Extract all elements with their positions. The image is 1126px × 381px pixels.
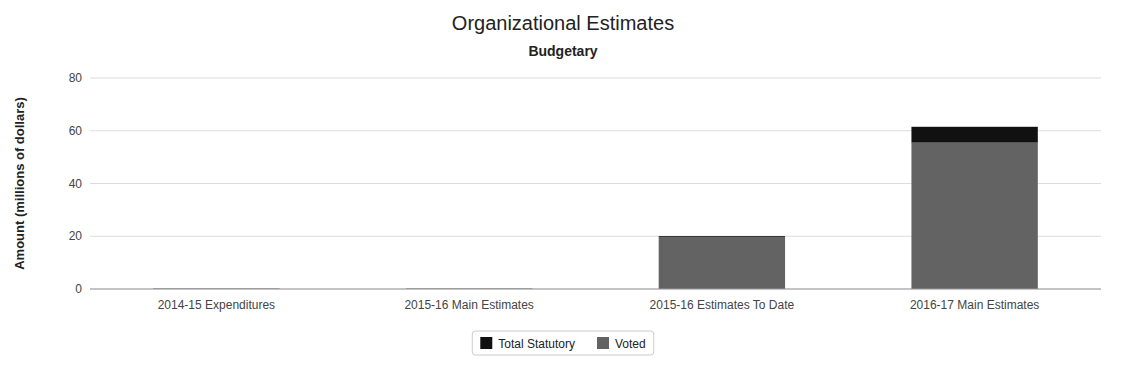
y-tick-label: 20 (69, 229, 83, 243)
x-tick-label: 2016-17 Main Estimates (910, 298, 1039, 312)
y-tick-label: 80 (69, 71, 83, 85)
grid-line (90, 289, 1101, 290)
legend-label: Voted (615, 337, 646, 351)
bars (153, 127, 1038, 289)
title: Organizational Estimates (452, 12, 674, 34)
bar (659, 237, 785, 289)
x-tick-label: 2015-16 Estimates To Date (650, 298, 795, 312)
legend-item: Total Statutory (480, 337, 575, 351)
legend: Total Statutory Voted (472, 331, 653, 355)
subtitle: Budgetary (528, 43, 597, 59)
y-tick-label: 40 (69, 177, 83, 191)
y-axis-label: Amount (millions of dollars) (12, 97, 27, 270)
legend-label: Total Statutory (498, 337, 575, 351)
x-axis-line (90, 289, 1101, 290)
legend-swatch (480, 337, 492, 349)
legend-item: Voted (597, 337, 646, 351)
grid (90, 78, 1101, 289)
x-tick-label: 2015-16 Main Estimates (404, 298, 533, 312)
legend-frame (472, 331, 653, 355)
bar (911, 127, 1037, 143)
bar (659, 235, 785, 237)
grid-line (90, 78, 1101, 79)
chart: Organizational Estimates Budgetary 0 20 40 60… (0, 0, 1126, 381)
x-tick-label: 2014-15 Expenditures (158, 298, 275, 312)
bar (911, 143, 1037, 289)
y-tick-label: 60 (69, 124, 83, 138)
legend-swatch (597, 337, 609, 349)
y-tick-label: 0 (75, 282, 82, 296)
